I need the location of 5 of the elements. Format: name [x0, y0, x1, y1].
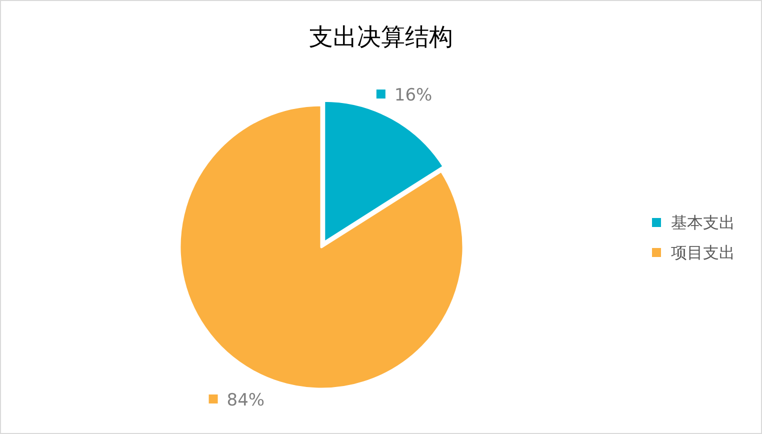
legend-label: 基本支出: [671, 213, 735, 232]
data-label: 84%: [226, 390, 265, 410]
data-label: 16%: [394, 86, 432, 106]
legend-label: 项目支出: [671, 243, 735, 262]
chart-title: 支出决算结构: [309, 23, 453, 51]
